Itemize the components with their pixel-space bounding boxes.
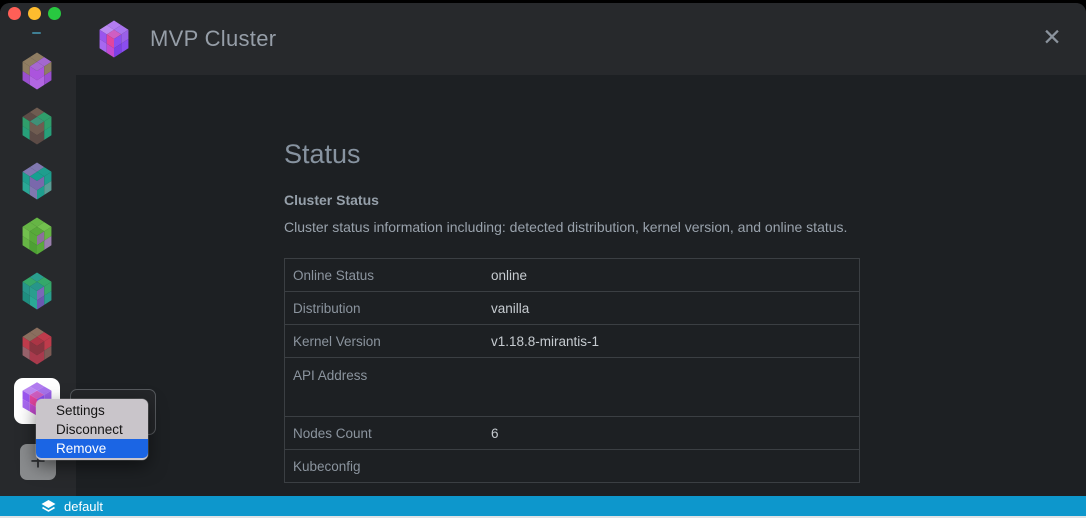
sidebar-cluster-icon[interactable] bbox=[18, 105, 56, 147]
layers-icon bbox=[41, 499, 56, 512]
sidebar-cluster-icon[interactable] bbox=[18, 160, 56, 202]
cluster-status-page: Status Cluster Status Cluster status inf… bbox=[76, 75, 1086, 496]
close-icon[interactable]: ✕ bbox=[1042, 24, 1062, 50]
window-bottom-edge bbox=[0, 516, 1086, 518]
sidebar-cluster-icon[interactable] bbox=[18, 325, 56, 367]
row-label: Kernel Version bbox=[293, 333, 381, 349]
sidebar-cluster-icon[interactable] bbox=[18, 270, 56, 312]
minimize-traffic-light[interactable] bbox=[28, 7, 41, 20]
page-title: Status bbox=[284, 139, 361, 169]
row-label: Distribution bbox=[293, 300, 361, 316]
row-value: v1.18.8-mirantis-1 bbox=[491, 333, 600, 349]
row-value: 6 bbox=[491, 425, 499, 441]
zoom-traffic-light[interactable] bbox=[48, 7, 61, 20]
table-row: Distribution vanilla bbox=[285, 291, 859, 324]
row-label: Nodes Count bbox=[293, 425, 372, 441]
row-label: API Address bbox=[293, 368, 368, 383]
table-row: Kernel Version v1.18.8-mirantis-1 bbox=[285, 324, 859, 357]
sidebar-cluster-icon[interactable] bbox=[18, 215, 56, 257]
table-row: Kubeconfig bbox=[285, 449, 859, 482]
row-value: online bbox=[491, 267, 528, 283]
table-row: Online Status online bbox=[285, 259, 859, 291]
menu-item-disconnect[interactable]: Disconnect bbox=[56, 422, 123, 437]
row-label: Online Status bbox=[293, 267, 375, 283]
sidebar-scroll-indicator bbox=[32, 32, 41, 34]
table-row: Nodes Count 6 bbox=[285, 416, 859, 449]
titlebar: MVP Cluster ✕ bbox=[0, 3, 1086, 75]
cluster-context-menu: Settings Disconnect Remove bbox=[36, 399, 148, 460]
row-value: vanilla bbox=[491, 300, 530, 316]
cluster-logo-icon bbox=[95, 18, 133, 60]
namespace-selector[interactable]: default bbox=[40, 499, 103, 514]
menu-item-settings[interactable]: Settings bbox=[56, 403, 105, 418]
section-title: Cluster Status bbox=[284, 192, 379, 208]
table-row: API Address bbox=[285, 357, 859, 416]
row-label: Kubeconfig bbox=[293, 458, 361, 474]
namespace-label: default bbox=[64, 498, 104, 514]
window-title: MVP Cluster bbox=[150, 26, 277, 51]
cluster-status-table: Online Status online Distribution vanill… bbox=[284, 258, 860, 483]
section-description: Cluster status information including: de… bbox=[284, 219, 848, 235]
namespace-statusbar: default bbox=[0, 496, 1086, 516]
menu-item-remove[interactable]: Remove bbox=[36, 439, 148, 458]
sidebar-cluster-icon[interactable] bbox=[18, 50, 56, 92]
app-window: MVP Cluster ✕ Status Cluster Status Clus… bbox=[0, 3, 1086, 518]
close-traffic-light[interactable] bbox=[8, 7, 21, 20]
